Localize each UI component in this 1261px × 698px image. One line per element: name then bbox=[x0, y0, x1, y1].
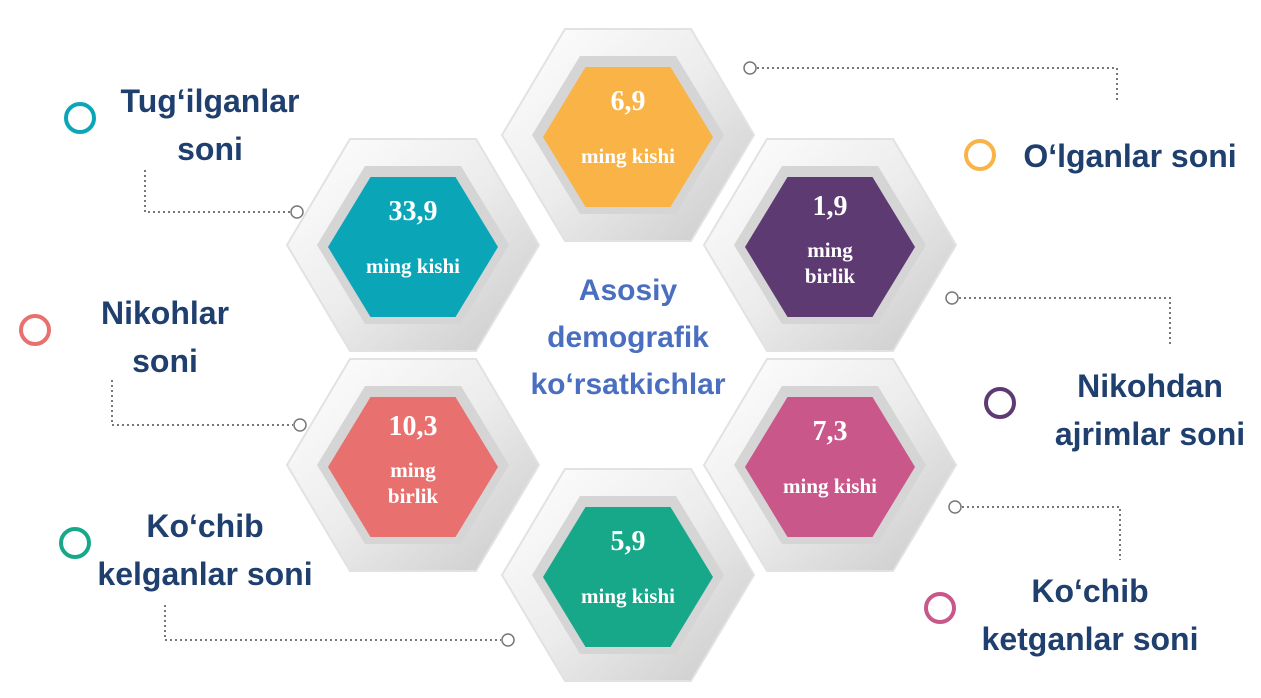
hex bbox=[543, 507, 713, 647]
connector bbox=[757, 67, 1118, 100]
unit: birlik bbox=[805, 264, 856, 288]
value: 33,9 bbox=[389, 196, 438, 227]
icon bbox=[964, 139, 996, 171]
unit: ming bbox=[807, 238, 853, 262]
icon bbox=[19, 314, 51, 346]
icon bbox=[984, 387, 1016, 419]
label: Nikohlar bbox=[101, 295, 229, 331]
unit: ming kishi bbox=[783, 474, 877, 498]
connector-dot bbox=[743, 61, 757, 75]
value: 6,9 bbox=[611, 86, 646, 117]
connector bbox=[144, 170, 290, 213]
connector bbox=[111, 380, 293, 426]
hex bbox=[328, 397, 498, 537]
center-title: Asosiy bbox=[579, 274, 678, 307]
unit: ming kishi bbox=[581, 144, 675, 168]
label: kelganlar soni bbox=[97, 556, 312, 592]
center-title: ko‘rsatkichlar bbox=[530, 368, 725, 401]
connector-dot bbox=[290, 205, 304, 219]
label: O‘lganlar soni bbox=[1023, 138, 1236, 174]
icon bbox=[59, 527, 91, 559]
label: soni bbox=[177, 131, 243, 167]
hex bbox=[543, 67, 713, 207]
value: 1,9 bbox=[813, 191, 848, 222]
connector-dot bbox=[293, 418, 307, 432]
connector bbox=[962, 506, 1121, 560]
icon bbox=[64, 102, 96, 134]
label: soni bbox=[132, 343, 198, 379]
connector bbox=[959, 297, 1171, 345]
label: Tug‘ilganlar bbox=[121, 83, 300, 119]
connector-dot bbox=[948, 500, 962, 514]
center-title: demografik bbox=[547, 321, 709, 354]
unit: ming kishi bbox=[366, 254, 460, 278]
label: Ko‘chib bbox=[1031, 573, 1148, 609]
icon bbox=[924, 592, 956, 624]
hex bbox=[745, 177, 915, 317]
label: ketganlar soni bbox=[982, 621, 1199, 657]
unit: ming kishi bbox=[581, 584, 675, 608]
hex bbox=[745, 397, 915, 537]
unit: ming bbox=[390, 458, 436, 482]
value: 10,3 bbox=[389, 411, 438, 442]
connector-dot bbox=[501, 633, 515, 647]
connector-dot bbox=[945, 291, 959, 305]
value: 5,9 bbox=[611, 526, 646, 557]
value: 7,3 bbox=[813, 416, 848, 447]
label: Nikohdan bbox=[1077, 368, 1223, 404]
label: Ko‘chib bbox=[146, 508, 263, 544]
hex bbox=[328, 177, 498, 317]
unit: birlik bbox=[388, 484, 439, 508]
connector bbox=[164, 605, 501, 641]
label: ajrimlar soni bbox=[1055, 416, 1245, 452]
